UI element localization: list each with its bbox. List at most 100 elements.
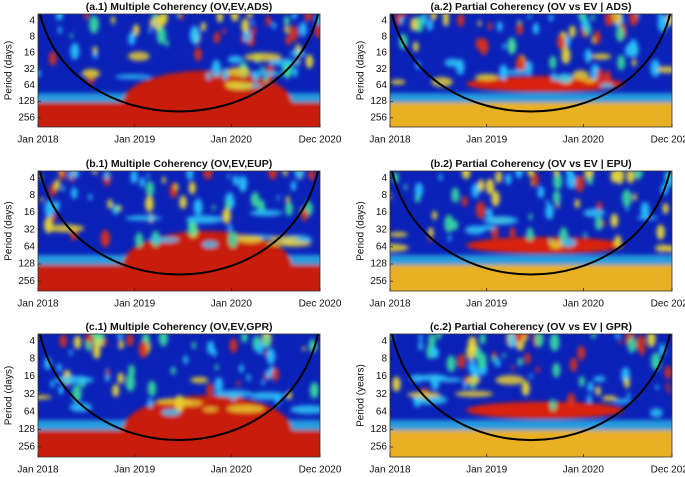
speckle bbox=[138, 340, 148, 359]
speckle bbox=[548, 14, 554, 22]
speckle bbox=[662, 202, 669, 214]
speckle bbox=[549, 399, 557, 411]
speckle bbox=[92, 171, 97, 175]
low-frequency-band bbox=[390, 429, 672, 457]
speckle bbox=[232, 175, 239, 187]
speckle bbox=[50, 380, 55, 388]
speckle bbox=[126, 334, 134, 347]
speckle bbox=[58, 385, 64, 395]
speckle bbox=[410, 374, 425, 383]
y-tick-label: 32 bbox=[24, 224, 36, 235]
speckle bbox=[59, 171, 63, 176]
speckle bbox=[211, 59, 221, 78]
speckle bbox=[176, 400, 203, 407]
speckle bbox=[583, 231, 587, 238]
speckle bbox=[578, 14, 587, 22]
speckle bbox=[461, 195, 468, 207]
y-axis-label: Period (days) bbox=[4, 201, 15, 260]
speckle bbox=[390, 231, 408, 238]
speckle bbox=[553, 171, 560, 177]
speckle bbox=[446, 355, 456, 373]
cone-of-influence bbox=[391, 171, 671, 276]
speckle bbox=[651, 352, 661, 371]
speckle bbox=[110, 16, 116, 25]
speckle bbox=[229, 338, 238, 353]
speckle bbox=[491, 190, 500, 207]
x-tick-label: Jan 2019 bbox=[114, 465, 156, 476]
speckle bbox=[239, 364, 244, 373]
speckle bbox=[284, 25, 290, 34]
speckle bbox=[285, 201, 293, 216]
x-tick-label: Dec 2020 bbox=[299, 299, 342, 310]
speckle bbox=[222, 28, 226, 35]
speckle bbox=[502, 43, 506, 50]
speckle bbox=[225, 198, 231, 210]
speckle bbox=[655, 244, 671, 253]
y-tick-label: 16 bbox=[24, 207, 36, 218]
heatmap-texture bbox=[38, 171, 320, 291]
y-tick-label: 4 bbox=[29, 336, 35, 347]
speckle bbox=[187, 219, 198, 237]
speckle bbox=[426, 19, 434, 31]
x-tick-label: Jan 2018 bbox=[369, 465, 411, 476]
speckle bbox=[236, 380, 240, 387]
speckle bbox=[532, 22, 540, 35]
x-tick-label: Dec 2020 bbox=[651, 465, 685, 476]
y-tick-label: 16 bbox=[376, 207, 388, 218]
x-tick-label: Jan 2018 bbox=[369, 299, 411, 310]
speckle bbox=[614, 171, 625, 185]
y-tick-label: 64 bbox=[376, 241, 388, 252]
speckle bbox=[290, 180, 297, 191]
speckle bbox=[428, 334, 436, 348]
plot-frame bbox=[37, 333, 321, 458]
speckle bbox=[305, 54, 314, 69]
x-tick-label: Dec 2020 bbox=[651, 135, 685, 146]
panel-title: (b.2) Partial Coherency (OV vs EV | EPU) bbox=[430, 158, 631, 170]
speckle bbox=[531, 173, 539, 187]
speckle bbox=[657, 66, 672, 74]
y-tick-label: 128 bbox=[18, 96, 35, 107]
x-tick-label: Jan 2018 bbox=[17, 465, 59, 476]
speckle bbox=[191, 341, 196, 350]
panel: (b.2) Partial Coherency (OV vs EV | EPU)… bbox=[356, 158, 685, 310]
speckle bbox=[604, 14, 614, 27]
speckle bbox=[227, 55, 243, 64]
panel-title: (c.2) Partial Coherency (OV vs EV | GPR) bbox=[430, 321, 632, 333]
speckle bbox=[301, 208, 308, 222]
panel-title: (c.1) Multiple Coherency (OV,EV,GPR) bbox=[85, 321, 272, 333]
y-tick-label: 8 bbox=[29, 190, 35, 201]
speckle bbox=[666, 382, 670, 390]
speckle bbox=[282, 171, 288, 176]
y-tick-label: 64 bbox=[376, 80, 388, 91]
plot-frame bbox=[37, 170, 321, 292]
speckle bbox=[308, 171, 315, 181]
speckle bbox=[442, 15, 449, 27]
speckle bbox=[304, 14, 313, 22]
speckle bbox=[112, 384, 120, 397]
x-tick-label: Jan 2020 bbox=[563, 135, 605, 146]
heatmap-blobs bbox=[38, 14, 320, 127]
speckle bbox=[617, 55, 626, 71]
speckle bbox=[227, 173, 231, 180]
x-tick-label: Jan 2020 bbox=[563, 299, 605, 310]
y-tick-label: 8 bbox=[29, 354, 35, 365]
speckle bbox=[314, 24, 320, 39]
speckle bbox=[549, 55, 557, 70]
x-tick-label: Jan 2020 bbox=[211, 465, 253, 476]
speckle bbox=[135, 232, 144, 248]
speckle bbox=[647, 334, 656, 348]
speckle bbox=[457, 14, 465, 27]
speckle bbox=[517, 171, 521, 176]
speckle bbox=[271, 367, 279, 382]
speckle bbox=[528, 213, 533, 221]
cone-of-influence bbox=[391, 334, 671, 441]
speckle bbox=[241, 334, 248, 343]
speckle bbox=[186, 215, 223, 224]
speckle bbox=[591, 14, 595, 21]
x-tick-label: Jan 2019 bbox=[466, 135, 508, 146]
speckle bbox=[69, 32, 73, 39]
speckle bbox=[626, 171, 635, 184]
speckle bbox=[624, 377, 630, 389]
speckle bbox=[511, 365, 515, 371]
